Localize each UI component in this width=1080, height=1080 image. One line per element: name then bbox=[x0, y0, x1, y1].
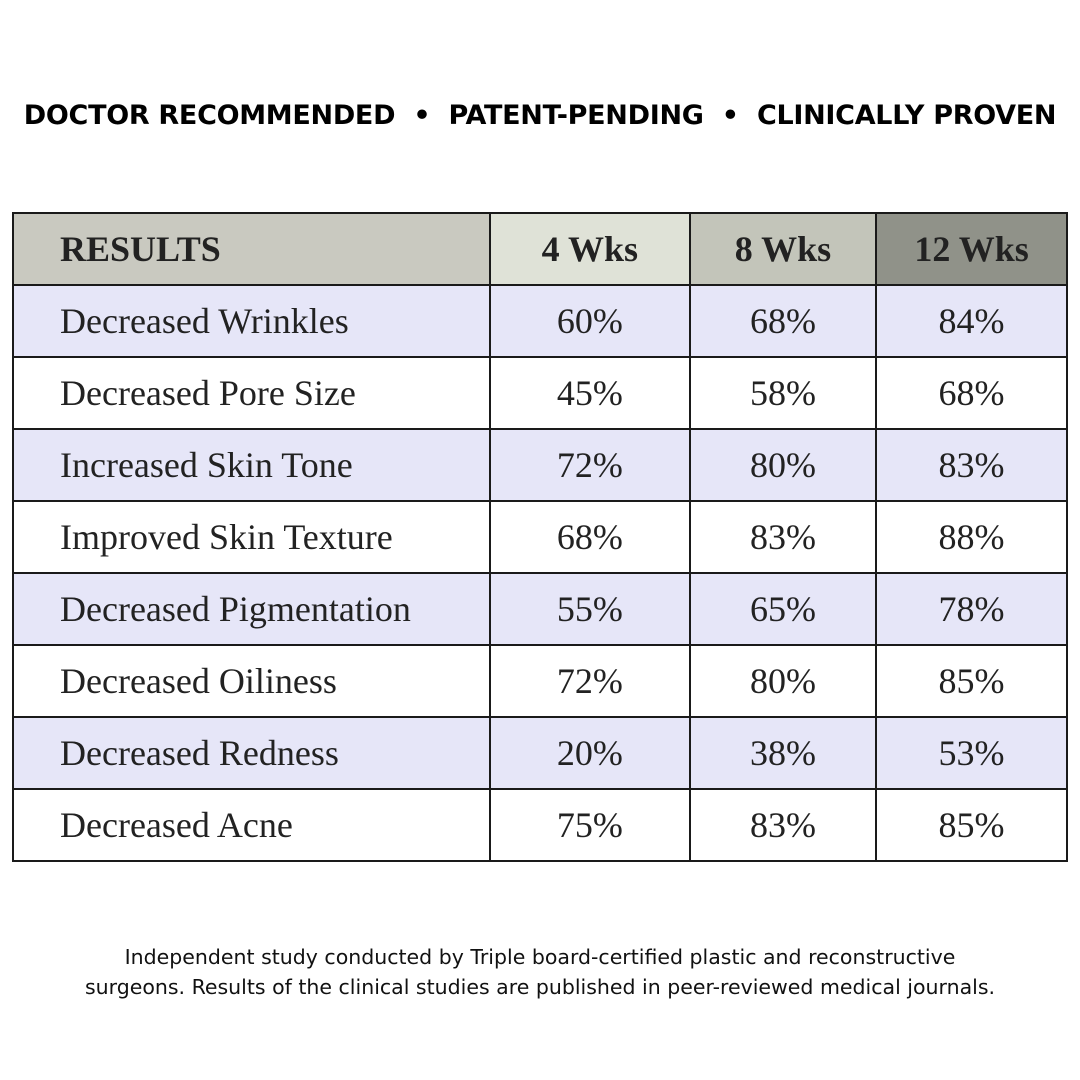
data-row: Improved Skin Texture 68% 83% 88% bbox=[12, 500, 1068, 574]
cell: 20% bbox=[488, 716, 691, 790]
row-label: Decreased Acne bbox=[12, 788, 491, 862]
row-label: Improved Skin Texture bbox=[12, 500, 491, 574]
cell: 65% bbox=[688, 572, 878, 646]
cell: 72% bbox=[488, 428, 691, 502]
cell: 75% bbox=[488, 788, 691, 862]
cell: 68% bbox=[488, 500, 691, 574]
cell: 84% bbox=[875, 284, 1068, 358]
column-header: 4 Wks bbox=[488, 212, 691, 286]
data-row: Decreased Acne 75% 83% 85% bbox=[12, 788, 1068, 862]
data-row: Decreased Wrinkles 60% 68% 84% bbox=[12, 284, 1068, 358]
cell: 85% bbox=[875, 788, 1068, 862]
data-row: Decreased Oiliness 72% 80% 85% bbox=[12, 644, 1068, 718]
cell: 83% bbox=[688, 788, 878, 862]
cell: 53% bbox=[875, 716, 1068, 790]
tagline: DOCTOR RECOMMENDED • PATENT-PENDING • CL… bbox=[23, 100, 1057, 131]
cell: 68% bbox=[688, 284, 878, 358]
cell: 45% bbox=[488, 356, 691, 430]
data-row: Decreased Pore Size 45% 58% 68% bbox=[12, 356, 1068, 430]
cell: 83% bbox=[688, 500, 878, 574]
column-header: 12 Wks bbox=[875, 212, 1068, 286]
row-label: Increased Skin Tone bbox=[12, 428, 491, 502]
cell: 80% bbox=[688, 428, 878, 502]
cell: 88% bbox=[875, 500, 1068, 574]
results-table: RESULTS 4 Wks 8 Wks 12 Wks Decreased Wrinkle… bbox=[12, 212, 1068, 862]
cell: 83% bbox=[875, 428, 1068, 502]
footnote-line: surgeons. Results of the clinical studie… bbox=[84, 975, 996, 999]
row-label: Decreased Pore Size bbox=[12, 356, 491, 430]
cell: 78% bbox=[875, 572, 1068, 646]
footnote-line: Independent study conducted by Triple bo… bbox=[124, 945, 956, 969]
data-row: Increased Skin Tone 72% 80% 83% bbox=[12, 428, 1068, 502]
row-label: Decreased Wrinkles bbox=[12, 284, 491, 358]
cell: 85% bbox=[875, 644, 1068, 718]
row-label: Decreased Redness bbox=[12, 716, 491, 790]
column-header: RESULTS bbox=[12, 212, 491, 286]
row-label: Decreased Pigmentation bbox=[12, 572, 491, 646]
header-row: RESULTS 4 Wks 8 Wks 12 Wks bbox=[12, 212, 1068, 286]
row-label: Decreased Oiliness bbox=[12, 644, 491, 718]
cell: 60% bbox=[488, 284, 691, 358]
cell: 58% bbox=[688, 356, 878, 430]
data-row: Decreased Pigmentation 55% 65% 78% bbox=[12, 572, 1068, 646]
cell: 38% bbox=[688, 716, 878, 790]
footnote: Independent study conducted by Triple bo… bbox=[0, 942, 1080, 1002]
data-row: Decreased Redness 20% 38% 53% bbox=[12, 716, 1068, 790]
column-header: 8 Wks bbox=[688, 212, 878, 286]
cell: 68% bbox=[875, 356, 1068, 430]
cell: 80% bbox=[688, 644, 878, 718]
cell: 55% bbox=[488, 572, 691, 646]
cell: 72% bbox=[488, 644, 691, 718]
